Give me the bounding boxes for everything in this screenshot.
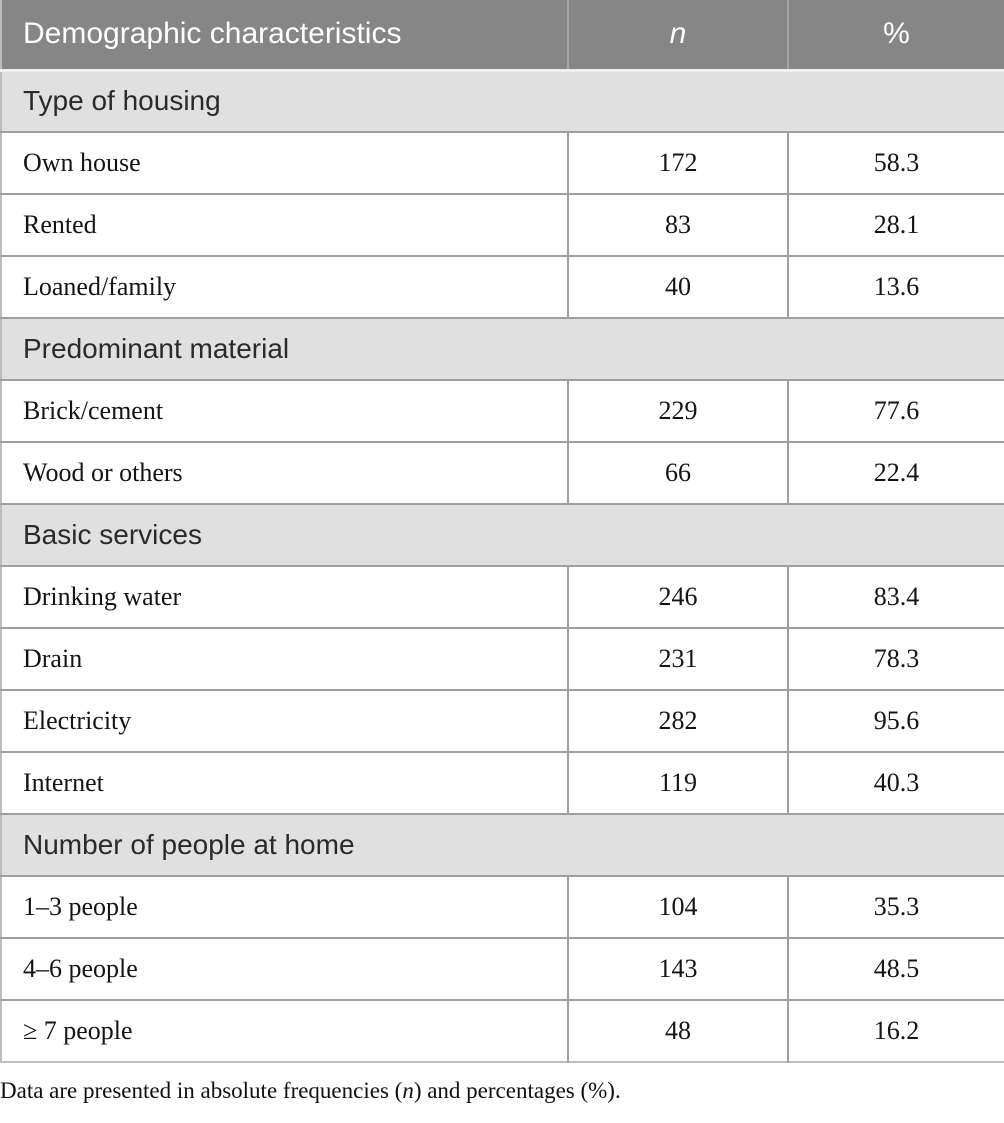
row-percent-cell: 78.3 [787, 628, 1004, 690]
row-n-cell: 172 [567, 132, 788, 194]
row-label-cell: Wood or others [1, 442, 568, 504]
row-percent-cell: 28.1 [787, 194, 1004, 256]
row-percent-cell: 48.5 [787, 938, 1004, 1000]
row-label-cell: 1–3 people [1, 876, 568, 938]
row-label-cell: Electricity [1, 690, 568, 752]
row-n-cell: 231 [567, 628, 788, 690]
section-title: Type of housing [1, 70, 1004, 132]
table-row: 1–3 people 104 35.3 [1, 876, 1004, 938]
column-header-characteristics: Demographic characteristics [1, 0, 568, 72]
row-percent-cell: 13.6 [787, 256, 1004, 318]
row-percent-cell: 22.4 [787, 442, 1004, 504]
table-row: Internet 119 40.3 [1, 752, 1004, 814]
section-header-row-predominant-material: Predominant material [1, 318, 1004, 380]
row-n-cell: 246 [567, 566, 788, 628]
section-header-row-type-of-housing: Type of housing [1, 70, 1004, 132]
row-percent-cell: 16.2 [787, 1000, 1004, 1062]
row-label-cell: Brick/cement [1, 380, 568, 442]
column-header-n: n [567, 0, 788, 72]
section-header-row-number-of-people: Number of people at home [1, 814, 1004, 876]
table-row: Loaned/family 40 13.6 [1, 256, 1004, 318]
table-row: Brick/cement 229 77.6 [1, 380, 1004, 442]
row-percent-cell: 40.3 [787, 752, 1004, 814]
row-n-cell: 143 [567, 938, 788, 1000]
row-n-cell: 48 [567, 1000, 788, 1062]
table-row: Own house 172 58.3 [1, 132, 1004, 194]
row-n-cell: 66 [567, 442, 788, 504]
footnote-n-symbol: n [402, 1078, 414, 1103]
row-percent-cell: 77.6 [787, 380, 1004, 442]
table-footnote: Data are presented in absolute frequenci… [0, 1076, 1004, 1106]
row-percent-cell: 95.6 [787, 690, 1004, 752]
row-n-cell: 83 [567, 194, 788, 256]
row-label-cell: Drinking water [1, 566, 568, 628]
footnote-text-end: ) and percentages (%). [413, 1078, 621, 1103]
section-title: Number of people at home [1, 814, 1004, 876]
row-n-cell: 104 [567, 876, 788, 938]
row-label-cell: Internet [1, 752, 568, 814]
row-n-cell: 40 [567, 256, 788, 318]
table-row: Electricity 282 95.6 [1, 690, 1004, 752]
table-row: Drinking water 246 83.4 [1, 566, 1004, 628]
section-header-row-basic-services: Basic services [1, 504, 1004, 566]
row-label-cell: Own house [1, 132, 568, 194]
row-label-cell: Loaned/family [1, 256, 568, 318]
table-row: Wood or others 66 22.4 [1, 442, 1004, 504]
row-n-cell: 229 [567, 380, 788, 442]
row-label-cell: 4–6 people [1, 938, 568, 1000]
row-label-cell: Rented [1, 194, 568, 256]
row-n-cell: 119 [567, 752, 788, 814]
table-row: 4–6 people 143 48.5 [1, 938, 1004, 1000]
table-header-row: Demographic characteristics n % [1, 0, 1004, 72]
section-title: Predominant material [1, 318, 1004, 380]
row-percent-cell: 83.4 [787, 566, 1004, 628]
row-percent-cell: 35.3 [787, 876, 1004, 938]
column-header-percent: % [787, 0, 1004, 72]
row-percent-cell: 58.3 [787, 132, 1004, 194]
table-row: Rented 83 28.1 [1, 194, 1004, 256]
row-label-cell: ≥ 7 people [1, 1000, 568, 1062]
demographics-table: Demographic characteristics n % Type of … [0, 0, 1004, 1063]
row-label-cell: Drain [1, 628, 568, 690]
table-row: ≥ 7 people 48 16.2 [1, 1000, 1004, 1062]
table-row: Drain 231 78.3 [1, 628, 1004, 690]
section-title: Basic services [1, 504, 1004, 566]
footnote-text-start: Data are presented in absolute frequenci… [0, 1078, 403, 1103]
row-n-cell: 282 [567, 690, 788, 752]
